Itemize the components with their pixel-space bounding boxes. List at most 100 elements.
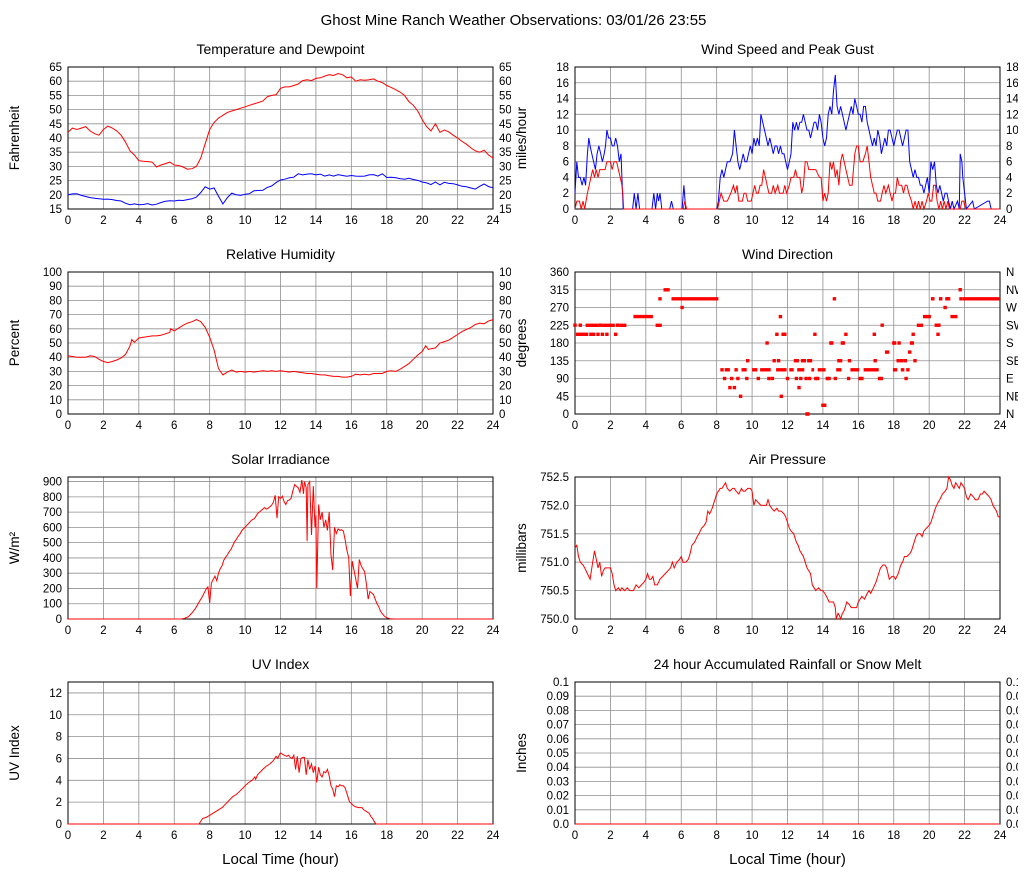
svg-text:12: 12 — [274, 215, 287, 227]
svg-text:400: 400 — [43, 553, 62, 565]
svg-text:UV Index: UV Index — [252, 656, 310, 672]
svg-text:14: 14 — [1006, 94, 1018, 106]
svg-text:6: 6 — [171, 215, 177, 227]
svg-text:2: 2 — [1006, 188, 1012, 200]
svg-text:18: 18 — [380, 420, 393, 432]
svg-text:22: 22 — [451, 625, 464, 637]
svg-text:14: 14 — [556, 94, 569, 106]
svg-text:0.07: 0.07 — [1006, 720, 1018, 732]
svg-text:S: S — [1006, 338, 1014, 350]
svg-text:80: 80 — [499, 295, 511, 307]
svg-text:50: 50 — [49, 338, 62, 350]
svg-text:0: 0 — [65, 215, 71, 227]
svg-text:752.0: 752.0 — [540, 500, 569, 512]
svg-text:90: 90 — [556, 374, 569, 386]
svg-text:90: 90 — [49, 281, 62, 293]
svg-text:14: 14 — [817, 625, 830, 637]
svg-text:16: 16 — [852, 830, 865, 842]
svg-text:0.09: 0.09 — [547, 691, 569, 703]
svg-text:18: 18 — [380, 830, 393, 842]
svg-text:4: 4 — [1006, 172, 1013, 184]
svg-text:16: 16 — [345, 625, 358, 637]
svg-text:8: 8 — [206, 215, 212, 227]
page-title: Ghost Mine Ranch Weather Observations: 0… — [320, 12, 707, 29]
svg-text:50: 50 — [49, 105, 62, 117]
svg-text:Percent: Percent — [7, 319, 22, 366]
svg-text:14: 14 — [310, 215, 323, 227]
svg-text:16: 16 — [345, 420, 358, 432]
svg-text:25: 25 — [49, 176, 62, 188]
svg-text:0: 0 — [65, 625, 71, 637]
svg-text:60: 60 — [49, 324, 62, 336]
svg-text:55: 55 — [49, 90, 62, 102]
svg-text:14: 14 — [310, 420, 323, 432]
svg-text:24: 24 — [487, 830, 500, 842]
svg-text:225: 225 — [550, 320, 569, 332]
svg-text:12: 12 — [1006, 109, 1018, 121]
svg-text:18: 18 — [887, 215, 900, 227]
svg-text:4: 4 — [643, 420, 650, 432]
svg-text:20: 20 — [923, 625, 936, 637]
svg-text:24: 24 — [487, 625, 500, 637]
svg-text:10: 10 — [499, 395, 511, 407]
svg-text:40: 40 — [499, 352, 511, 364]
svg-text:315: 315 — [550, 285, 569, 297]
svg-text:20: 20 — [416, 625, 429, 637]
svg-text:0.03: 0.03 — [1006, 776, 1018, 788]
svg-text:6: 6 — [678, 420, 684, 432]
svg-text:6: 6 — [678, 625, 684, 637]
svg-text:18: 18 — [887, 830, 900, 842]
svg-text:10: 10 — [49, 395, 62, 407]
svg-text:0.06: 0.06 — [1006, 734, 1018, 746]
svg-text:10: 10 — [49, 710, 62, 722]
svg-text:18: 18 — [380, 625, 393, 637]
svg-text:750.5: 750.5 — [540, 586, 569, 598]
svg-text:0.03: 0.03 — [547, 776, 569, 788]
svg-text:10: 10 — [239, 215, 252, 227]
chart-solar-irradiance: Solar Irradiance 0 2 4 6 8 10 12 14 16 18 20 22 24 0 10… — [6, 449, 513, 654]
svg-text:0.04: 0.04 — [547, 762, 570, 774]
svg-text:15: 15 — [499, 204, 511, 216]
svg-text:Fahrenheit: Fahrenheit — [7, 105, 22, 170]
svg-text:22: 22 — [451, 830, 464, 842]
svg-text:0: 0 — [499, 409, 505, 421]
svg-text:2: 2 — [607, 215, 613, 227]
svg-text:135: 135 — [550, 356, 569, 368]
svg-text:18: 18 — [380, 215, 393, 227]
svg-text:0.01: 0.01 — [547, 805, 569, 817]
svg-text:30: 30 — [499, 161, 511, 173]
svg-text:24 hour Accumulated Rainfall o: 24 hour Accumulated Rainfall or Snow Mel… — [654, 656, 922, 672]
svg-text:600: 600 — [43, 522, 62, 534]
svg-text:0.05: 0.05 — [547, 748, 569, 760]
svg-text:100: 100 — [499, 267, 511, 279]
svg-text:4: 4 — [136, 215, 143, 227]
svg-text:4: 4 — [136, 625, 143, 637]
svg-text:2: 2 — [563, 188, 569, 200]
svg-text:6: 6 — [171, 420, 177, 432]
svg-text:12: 12 — [274, 420, 287, 432]
svg-text:Local Time (hour): Local Time (hour) — [222, 851, 339, 868]
svg-text:0.1: 0.1 — [553, 677, 569, 689]
svg-text:4: 4 — [56, 775, 63, 787]
svg-text:70: 70 — [49, 310, 62, 322]
svg-text:0: 0 — [65, 420, 71, 432]
svg-text:22: 22 — [451, 420, 464, 432]
chart-temperature-dewpoint: Temperature and Dewpoint 0 2 4 6 8 10 12 14 16 18 2… — [6, 39, 513, 244]
svg-text:miles/hour: miles/hour — [514, 106, 529, 169]
svg-text:20: 20 — [923, 215, 936, 227]
svg-text:Inches: Inches — [514, 733, 529, 773]
svg-text:6: 6 — [563, 157, 569, 169]
svg-text:0: 0 — [563, 204, 569, 216]
svg-text:14: 14 — [310, 830, 323, 842]
svg-text:20: 20 — [416, 215, 429, 227]
svg-text:16: 16 — [345, 215, 358, 227]
svg-text:12: 12 — [781, 625, 794, 637]
svg-text:0.01: 0.01 — [1006, 805, 1018, 817]
svg-text:8: 8 — [206, 420, 212, 432]
svg-text:6: 6 — [56, 754, 62, 766]
svg-text:10: 10 — [239, 625, 252, 637]
svg-text:4: 4 — [136, 420, 143, 432]
